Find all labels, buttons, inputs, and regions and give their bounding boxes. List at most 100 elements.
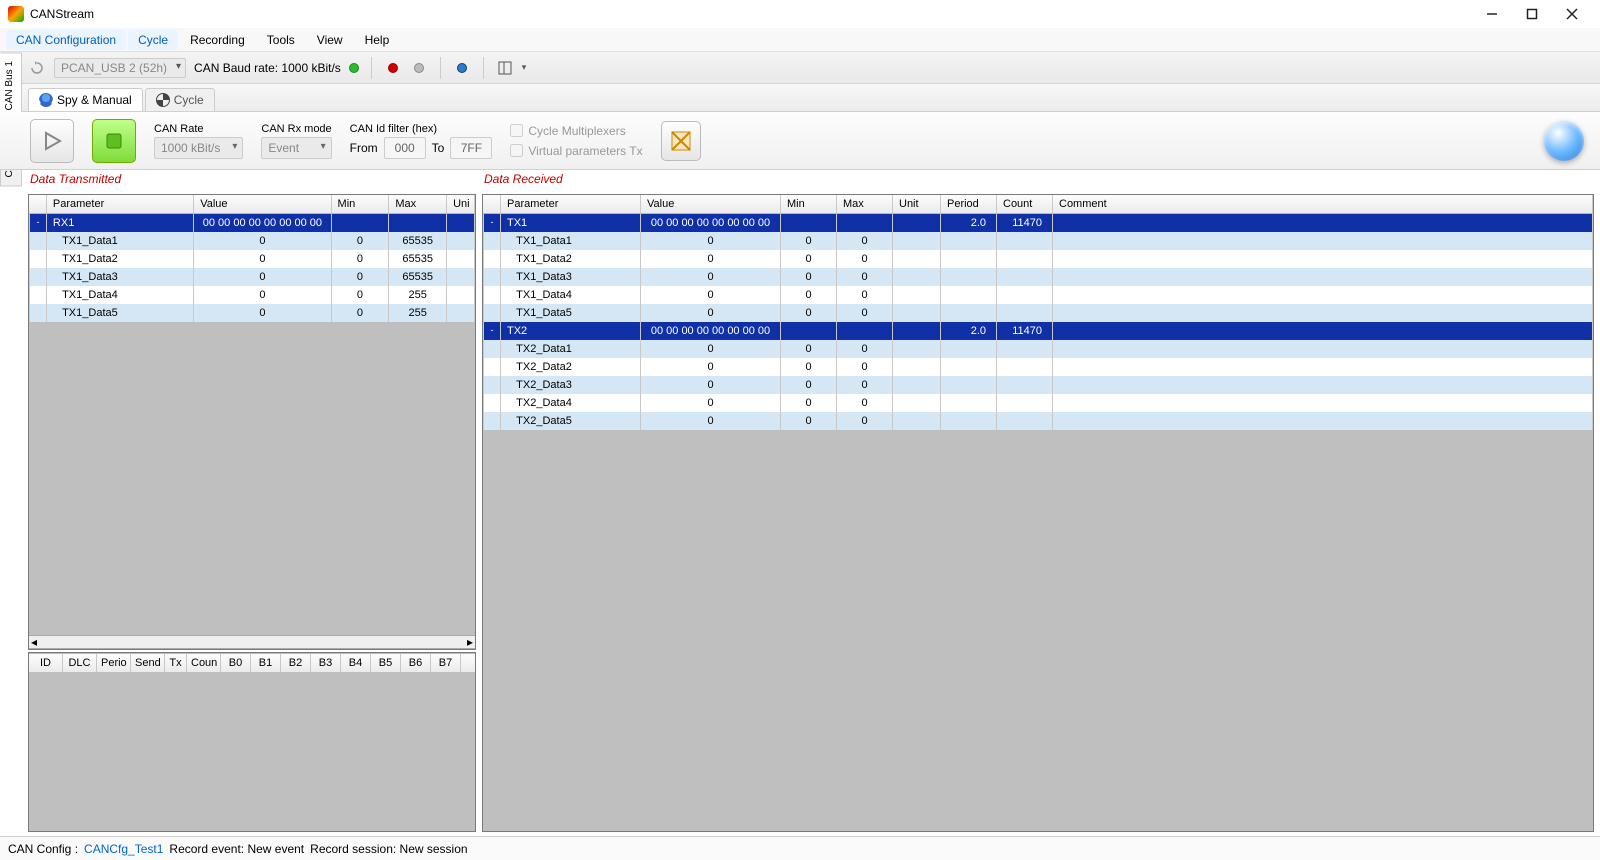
table-row[interactable]: TX1_Data500255 [29,304,475,322]
menu-recording[interactable]: Recording [180,30,255,50]
layout-button[interactable] [496,59,514,77]
tab-spy-label: Spy & Manual [57,93,132,107]
table-row[interactable]: TX2_Data5000 [483,412,1593,430]
table-row[interactable]: TX1_Data3000 [483,268,1593,286]
control-panel: CAN Rate 1000 kBit/s CAN Rx mode Event C… [0,112,1600,170]
maximize-button[interactable] [1512,0,1552,28]
start-button[interactable] [92,119,136,163]
mini-th[interactable]: Perio [97,654,131,672]
rth-param[interactable]: Parameter [501,195,641,213]
h-scrollbar[interactable]: ◂ ▸ [29,635,475,649]
table-row[interactable]: TX1_Data30065535 [29,268,475,286]
tab-spy-manual[interactable]: Spy & Manual [28,88,143,111]
table-row[interactable]: TX2_Data2000 [483,358,1593,376]
mini-th[interactable]: B4 [341,654,371,672]
th-param[interactable]: Parameter [47,195,194,213]
rth-value[interactable]: Value [641,195,781,213]
chk-cycle-mux[interactable]: Cycle Multiplexers [510,124,642,138]
split-area: Parameter Value Min Max Uni -RX100 00 00… [0,190,1600,836]
table-row[interactable]: TX1_Data20065535 [29,250,475,268]
mini-th[interactable]: Send [131,654,165,672]
rx-mode-select[interactable]: Event [261,137,331,159]
transmitted-header: Parameter Value Min Max Uni [29,195,475,214]
table-row[interactable]: -TX100 00 00 00 00 00 00 002.011470 [483,214,1593,232]
table-row[interactable]: TX1_Data5000 [483,304,1593,322]
table-row[interactable]: TX2_Data1000 [483,340,1593,358]
menu-cycle[interactable]: Cycle [128,30,178,50]
menu-help[interactable]: Help [355,30,400,50]
table-row[interactable]: TX1_Data400255 [29,286,475,304]
table-row[interactable]: TX2_Data3000 [483,376,1593,394]
status-orb [1544,121,1584,161]
scroll-left-icon[interactable]: ◂ [31,635,37,649]
mini-th[interactable]: B1 [251,654,281,672]
play-button[interactable] [30,119,74,163]
tab-strip: Spy & Manual Cycle [0,84,1600,112]
table-row[interactable]: TX1_Data4000 [483,286,1593,304]
layout-dropdown-icon[interactable]: ▾ [522,62,527,73]
can-rate-select[interactable]: 1000 kBit/s [154,137,243,159]
scroll-right-icon[interactable]: ▸ [467,635,473,649]
rth-unit[interactable]: Unit [893,195,941,213]
received-body: -TX100 00 00 00 00 00 00 002.011470 TX1_… [483,214,1593,430]
close-button[interactable] [1552,0,1592,28]
transmitted-title: Data Transmitted [30,172,121,186]
transmitted-body: -RX100 00 00 00 00 00 00 00 TX1_Data1006… [29,214,475,322]
to-label: To [432,141,445,155]
toolbar: PCAN_USB 2 (52h) CAN Baud rate: 1000 kBi… [0,52,1600,84]
app-title: CANStream [30,7,1472,21]
rth-comment[interactable]: Comment [1053,195,1593,213]
mini-th[interactable]: B5 [371,654,401,672]
received-header: Parameter Value Min Max Unit Period Coun… [483,195,1593,214]
raw-frames-body [29,672,475,831]
mini-th[interactable]: ID [29,654,63,672]
chk-virtual-tx[interactable]: Virtual parameters Tx [510,144,642,158]
th-max[interactable]: Max [389,195,447,213]
device-selector[interactable]: PCAN_USB 2 (52h) [54,58,186,78]
stop-record-button[interactable] [410,59,428,77]
th-min[interactable]: Min [332,195,390,213]
table-row[interactable]: TX1_Data2000 [483,250,1593,268]
refresh-icon[interactable] [28,59,46,77]
status-record-session: Record session: New session [310,842,467,856]
table-row[interactable]: TX2_Data4000 [483,394,1593,412]
table-row[interactable]: -RX100 00 00 00 00 00 00 00 [29,214,475,232]
mini-th[interactable]: B2 [281,654,311,672]
menu-tools[interactable]: Tools [257,30,305,50]
mini-th[interactable]: B0 [221,654,251,672]
table-row[interactable]: TX1_Data10065535 [29,232,475,250]
mini-th[interactable]: Tx [165,654,187,672]
status-bar: CAN Config : CANCfg_Test1 Record event: … [0,836,1600,860]
status-config-label: CAN Config : [8,842,78,856]
menu-bar: CAN Configuration Cycle Recording Tools … [0,28,1600,52]
rx-mode-label: CAN Rx mode [261,123,331,135]
received-title: Data Received [484,172,563,186]
mini-th[interactable]: B3 [311,654,341,672]
status-record-event: Record event: New event [169,842,304,856]
mini-th[interactable]: B7 [431,654,461,672]
status-config-name[interactable]: CANCfg_Test1 [84,842,163,856]
marker-button[interactable] [453,59,471,77]
record-button[interactable] [384,59,402,77]
rth-min[interactable]: Min [781,195,837,213]
rth-count[interactable]: Count [997,195,1053,213]
mini-th[interactable]: DLC [63,654,97,672]
status-dot-green [349,63,359,73]
received-pane: Parameter Value Min Max Unit Period Coun… [482,194,1594,832]
id-to-input[interactable]: 7FF [450,137,492,159]
th-uni[interactable]: Uni [447,195,475,213]
tab-cycle[interactable]: Cycle [145,88,215,111]
vtab-bus1[interactable]: CAN Bus 1 [0,52,22,119]
mini-th[interactable]: B6 [401,654,431,672]
id-from-input[interactable]: 000 [384,137,426,159]
menu-can-configuration[interactable]: CAN Configuration [6,30,126,50]
config-button[interactable] [661,121,701,161]
minimize-button[interactable] [1472,0,1512,28]
mini-th[interactable]: Coun [187,654,221,672]
table-row[interactable]: -TX200 00 00 00 00 00 00 002.011470 [483,322,1593,340]
menu-view[interactable]: View [307,30,353,50]
rth-period[interactable]: Period [941,195,997,213]
rth-max[interactable]: Max [837,195,893,213]
table-row[interactable]: TX1_Data1000 [483,232,1593,250]
th-value[interactable]: Value [194,195,331,213]
